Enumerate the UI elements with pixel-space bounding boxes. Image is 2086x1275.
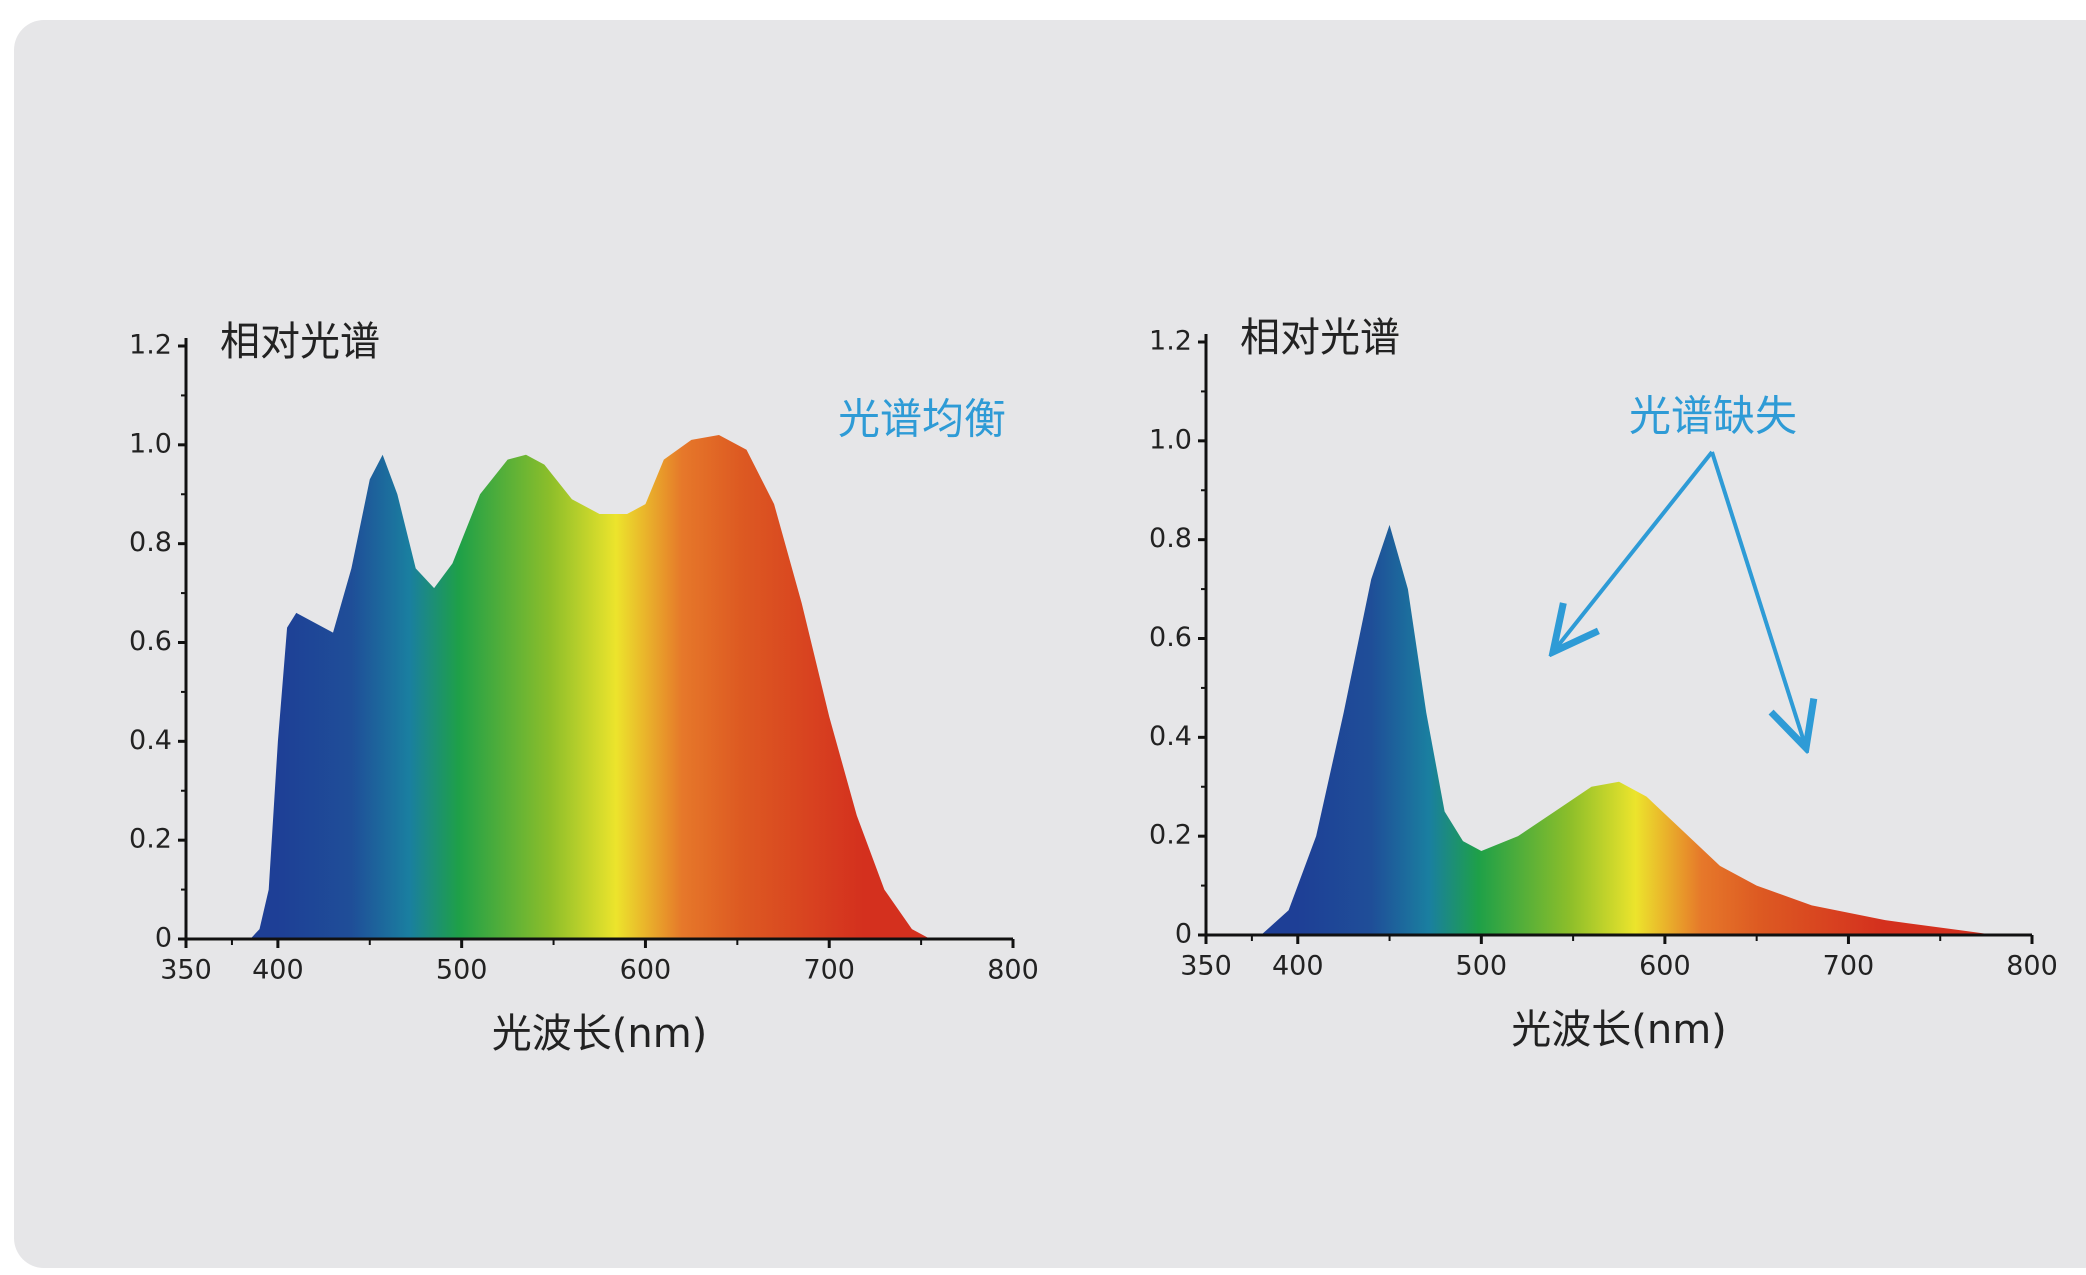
y-tick-label: 1.2: [129, 330, 172, 361]
y-axis-title: 相对光谱: [1240, 315, 1400, 361]
x-tick-label: 800: [2006, 951, 2058, 982]
y-tick-label: 0.2: [1149, 820, 1192, 851]
y-tick-label: 0: [1175, 919, 1192, 950]
x-tick-label: 350: [1180, 951, 1232, 982]
x-axis-title: 光波长(nm): [1511, 1007, 1727, 1053]
x-tick-label: 400: [1272, 951, 1324, 982]
annotation: 光谱均衡: [838, 395, 1006, 444]
y-tick-label: 0.2: [129, 824, 172, 855]
x-axis-title: 光波长(nm): [492, 1011, 708, 1057]
arrow: [1553, 450, 1714, 652]
y-tick-label: 1.0: [1149, 424, 1192, 455]
x-tick-label: 500: [1456, 951, 1508, 982]
y-axis-title: 相对光谱: [220, 319, 380, 365]
y-tick-label: 0: [155, 923, 172, 954]
y-tick-label: 0.6: [129, 626, 172, 657]
y-tick-label: 0.4: [1149, 721, 1192, 752]
x-tick-label: 600: [1639, 951, 1691, 982]
spectrum-area: [1261, 524, 1996, 935]
y-tick-label: 0.4: [129, 725, 172, 756]
x-tick-label: 700: [1823, 951, 1875, 982]
x-tick-label: 600: [620, 955, 672, 986]
x-tick-label: 800: [987, 955, 1039, 986]
x-tick-label: 400: [252, 955, 304, 986]
x-tick-label: 350: [160, 955, 212, 986]
y-tick-label: 1.2: [1149, 326, 1192, 357]
panel: [14, 20, 2086, 1268]
y-tick-label: 1.0: [129, 428, 172, 459]
spectrum-area: [250, 434, 931, 939]
x-tick-label: 700: [803, 955, 855, 986]
annotation: 光谱缺失: [1629, 392, 1797, 441]
y-tick-label: 0.6: [1149, 622, 1192, 653]
x-tick-label: 500: [436, 955, 488, 986]
arrow: [1710, 451, 1806, 748]
y-tick-label: 0.8: [129, 527, 172, 558]
y-tick-label: 0.8: [1149, 523, 1192, 554]
